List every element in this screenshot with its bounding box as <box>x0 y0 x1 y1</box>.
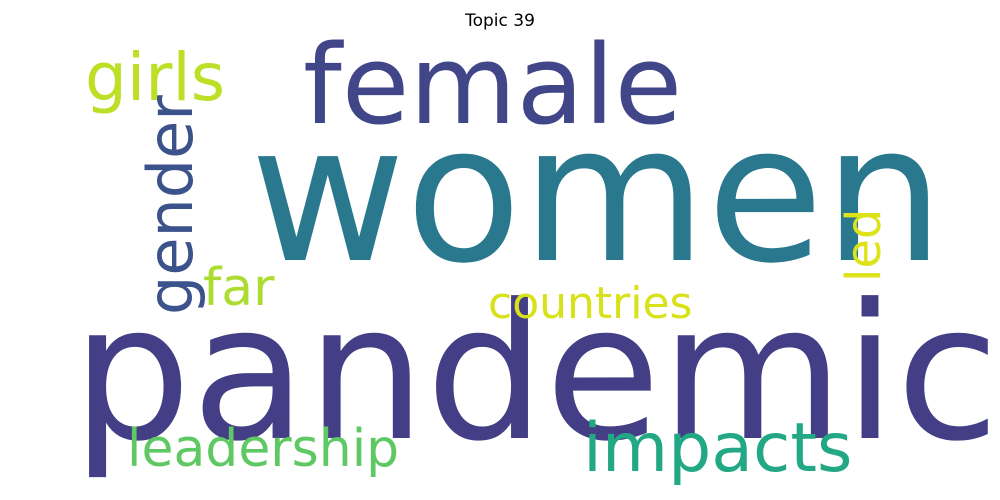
word-girls: girls <box>85 39 226 116</box>
word-female: female <box>303 21 683 149</box>
word-led: led <box>836 208 892 282</box>
word-pandemic: pandemic <box>72 264 1000 483</box>
word-gender: gender <box>134 95 207 315</box>
chart-title: Topic 39 <box>465 11 535 31</box>
word-countries: countries <box>488 278 693 329</box>
word-impacts: impacts <box>583 409 853 488</box>
word-women: women <box>250 84 945 305</box>
word-far: far <box>203 258 275 318</box>
word-leadership: leadership <box>127 419 400 479</box>
